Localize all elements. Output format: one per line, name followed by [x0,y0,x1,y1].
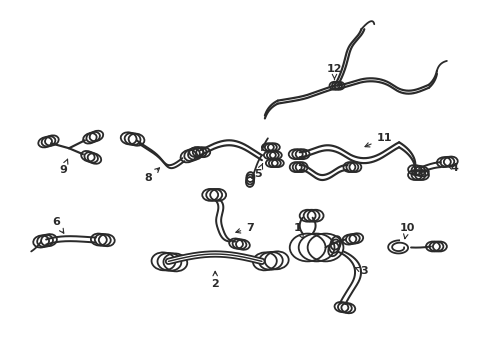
Text: 3: 3 [355,266,368,276]
Text: 11: 11 [365,133,392,147]
Text: 2: 2 [211,271,219,289]
Text: 8: 8 [145,168,160,183]
Text: 9: 9 [59,159,68,175]
Text: 1: 1 [294,222,303,238]
Text: 7: 7 [236,222,254,233]
Text: 6: 6 [52,217,64,233]
Text: 12: 12 [327,64,342,80]
Text: 5: 5 [254,164,263,179]
Text: 10: 10 [399,222,415,239]
Text: 4: 4 [448,163,459,173]
